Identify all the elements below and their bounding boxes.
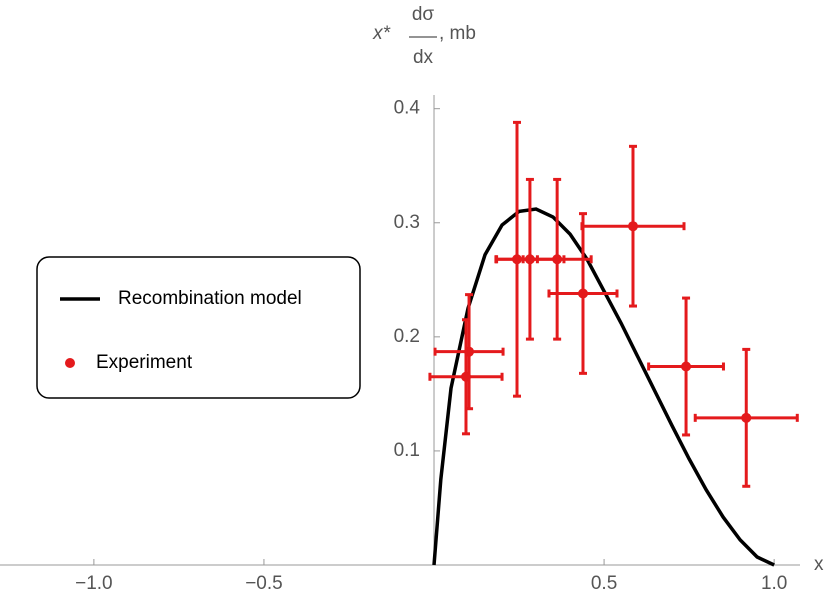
- y-tick-label: 0.3: [394, 212, 420, 233]
- error-point: [647, 296, 725, 437]
- x-tick-label: −1.0: [75, 573, 113, 594]
- x-tick-label: 0.5: [591, 573, 617, 594]
- x-tick-label: −0.5: [245, 573, 283, 594]
- error-point: [433, 293, 505, 411]
- y-label-numerator: dσ: [412, 4, 435, 25]
- y-tick-label: 0.2: [394, 326, 420, 347]
- error-point: [693, 347, 799, 488]
- data-point: [627, 221, 638, 232]
- legend-label: Experiment: [96, 352, 193, 373]
- y-tick-label: 0.4: [394, 98, 421, 119]
- y-label-prefix: x*: [372, 23, 391, 44]
- legend: Recombination model Experiment: [36, 256, 361, 399]
- y-label-suffix: , mb: [439, 23, 476, 44]
- data-point: [552, 254, 563, 265]
- data-point: [741, 412, 752, 423]
- data-point: [464, 346, 475, 357]
- model-curve: [432, 207, 775, 567]
- error-point: [580, 144, 686, 308]
- error-point: [521, 177, 593, 341]
- error-point: [428, 318, 504, 436]
- y-tick-label: 0.1: [394, 440, 420, 461]
- legend-label: Recombination model: [118, 288, 302, 309]
- x-tick-label: 1.0: [761, 573, 787, 594]
- y-label-denominator: dx: [413, 47, 434, 68]
- x-label: x: [814, 554, 824, 575]
- legend-swatch: [65, 358, 75, 368]
- legend-box: [36, 256, 361, 399]
- error-point: [547, 212, 619, 375]
- data-point: [681, 361, 692, 372]
- data-point: [577, 288, 588, 299]
